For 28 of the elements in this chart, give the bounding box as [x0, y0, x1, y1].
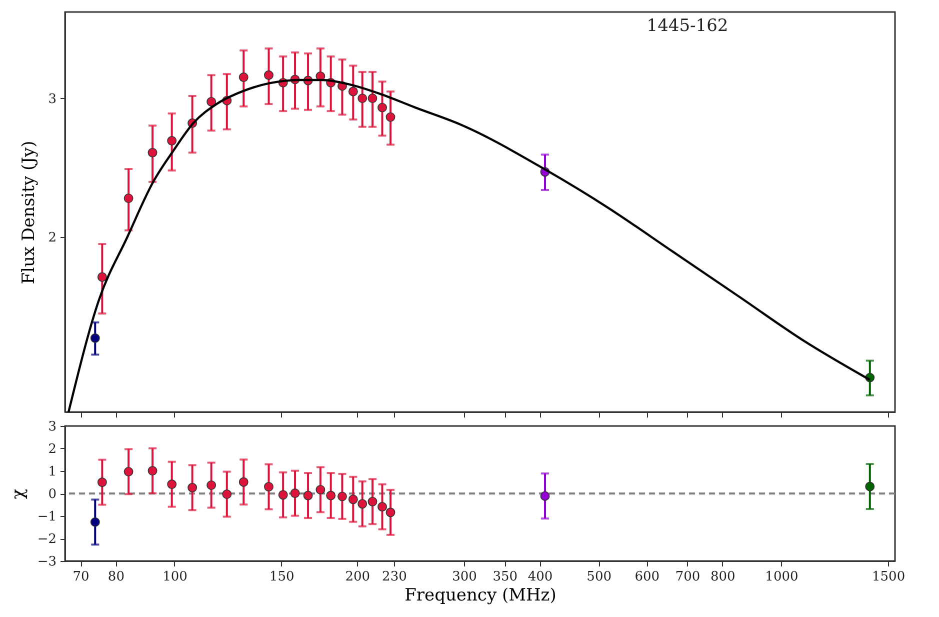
x-tick-label: 150	[269, 570, 294, 584]
y-axis-title: χ	[8, 488, 28, 500]
x-tick-label: 800	[710, 570, 736, 584]
x-tick-label: 1500	[872, 570, 906, 584]
x-tick-label: 1000	[765, 570, 798, 584]
x-tick-label: 300	[452, 570, 477, 584]
x-tick-label: 80	[108, 570, 124, 584]
x-tick-label: 100	[162, 570, 188, 584]
y-tick-label: −1	[37, 510, 56, 524]
x-tick-label: 70	[72, 570, 90, 584]
y-tick-label: 3	[48, 92, 56, 107]
y-tick-label: 2	[48, 230, 56, 246]
x-tick-label: 350	[492, 570, 518, 584]
x-tick-label: 200	[345, 570, 370, 584]
x-tick-label: 230	[382, 570, 407, 584]
x-axis-title: Frequency (MHz)	[404, 586, 556, 606]
x-tick-label: 700	[675, 570, 700, 584]
y-tick-label: −2	[37, 532, 56, 547]
y-tick-label: 2	[48, 442, 56, 457]
x-tick-label: 400	[528, 570, 553, 584]
x-tick-label: 500	[586, 570, 612, 584]
x-tick-label: 600	[634, 570, 660, 584]
annotation: 1445-162	[646, 16, 728, 36]
y-tick-label: 0	[48, 487, 56, 502]
y-tick-label: 1	[48, 464, 56, 480]
y-tick-label: 3	[48, 420, 56, 434]
y-axis-title: Flux Density (Jy)	[19, 140, 40, 284]
y-tick-label: −3	[37, 554, 56, 570]
